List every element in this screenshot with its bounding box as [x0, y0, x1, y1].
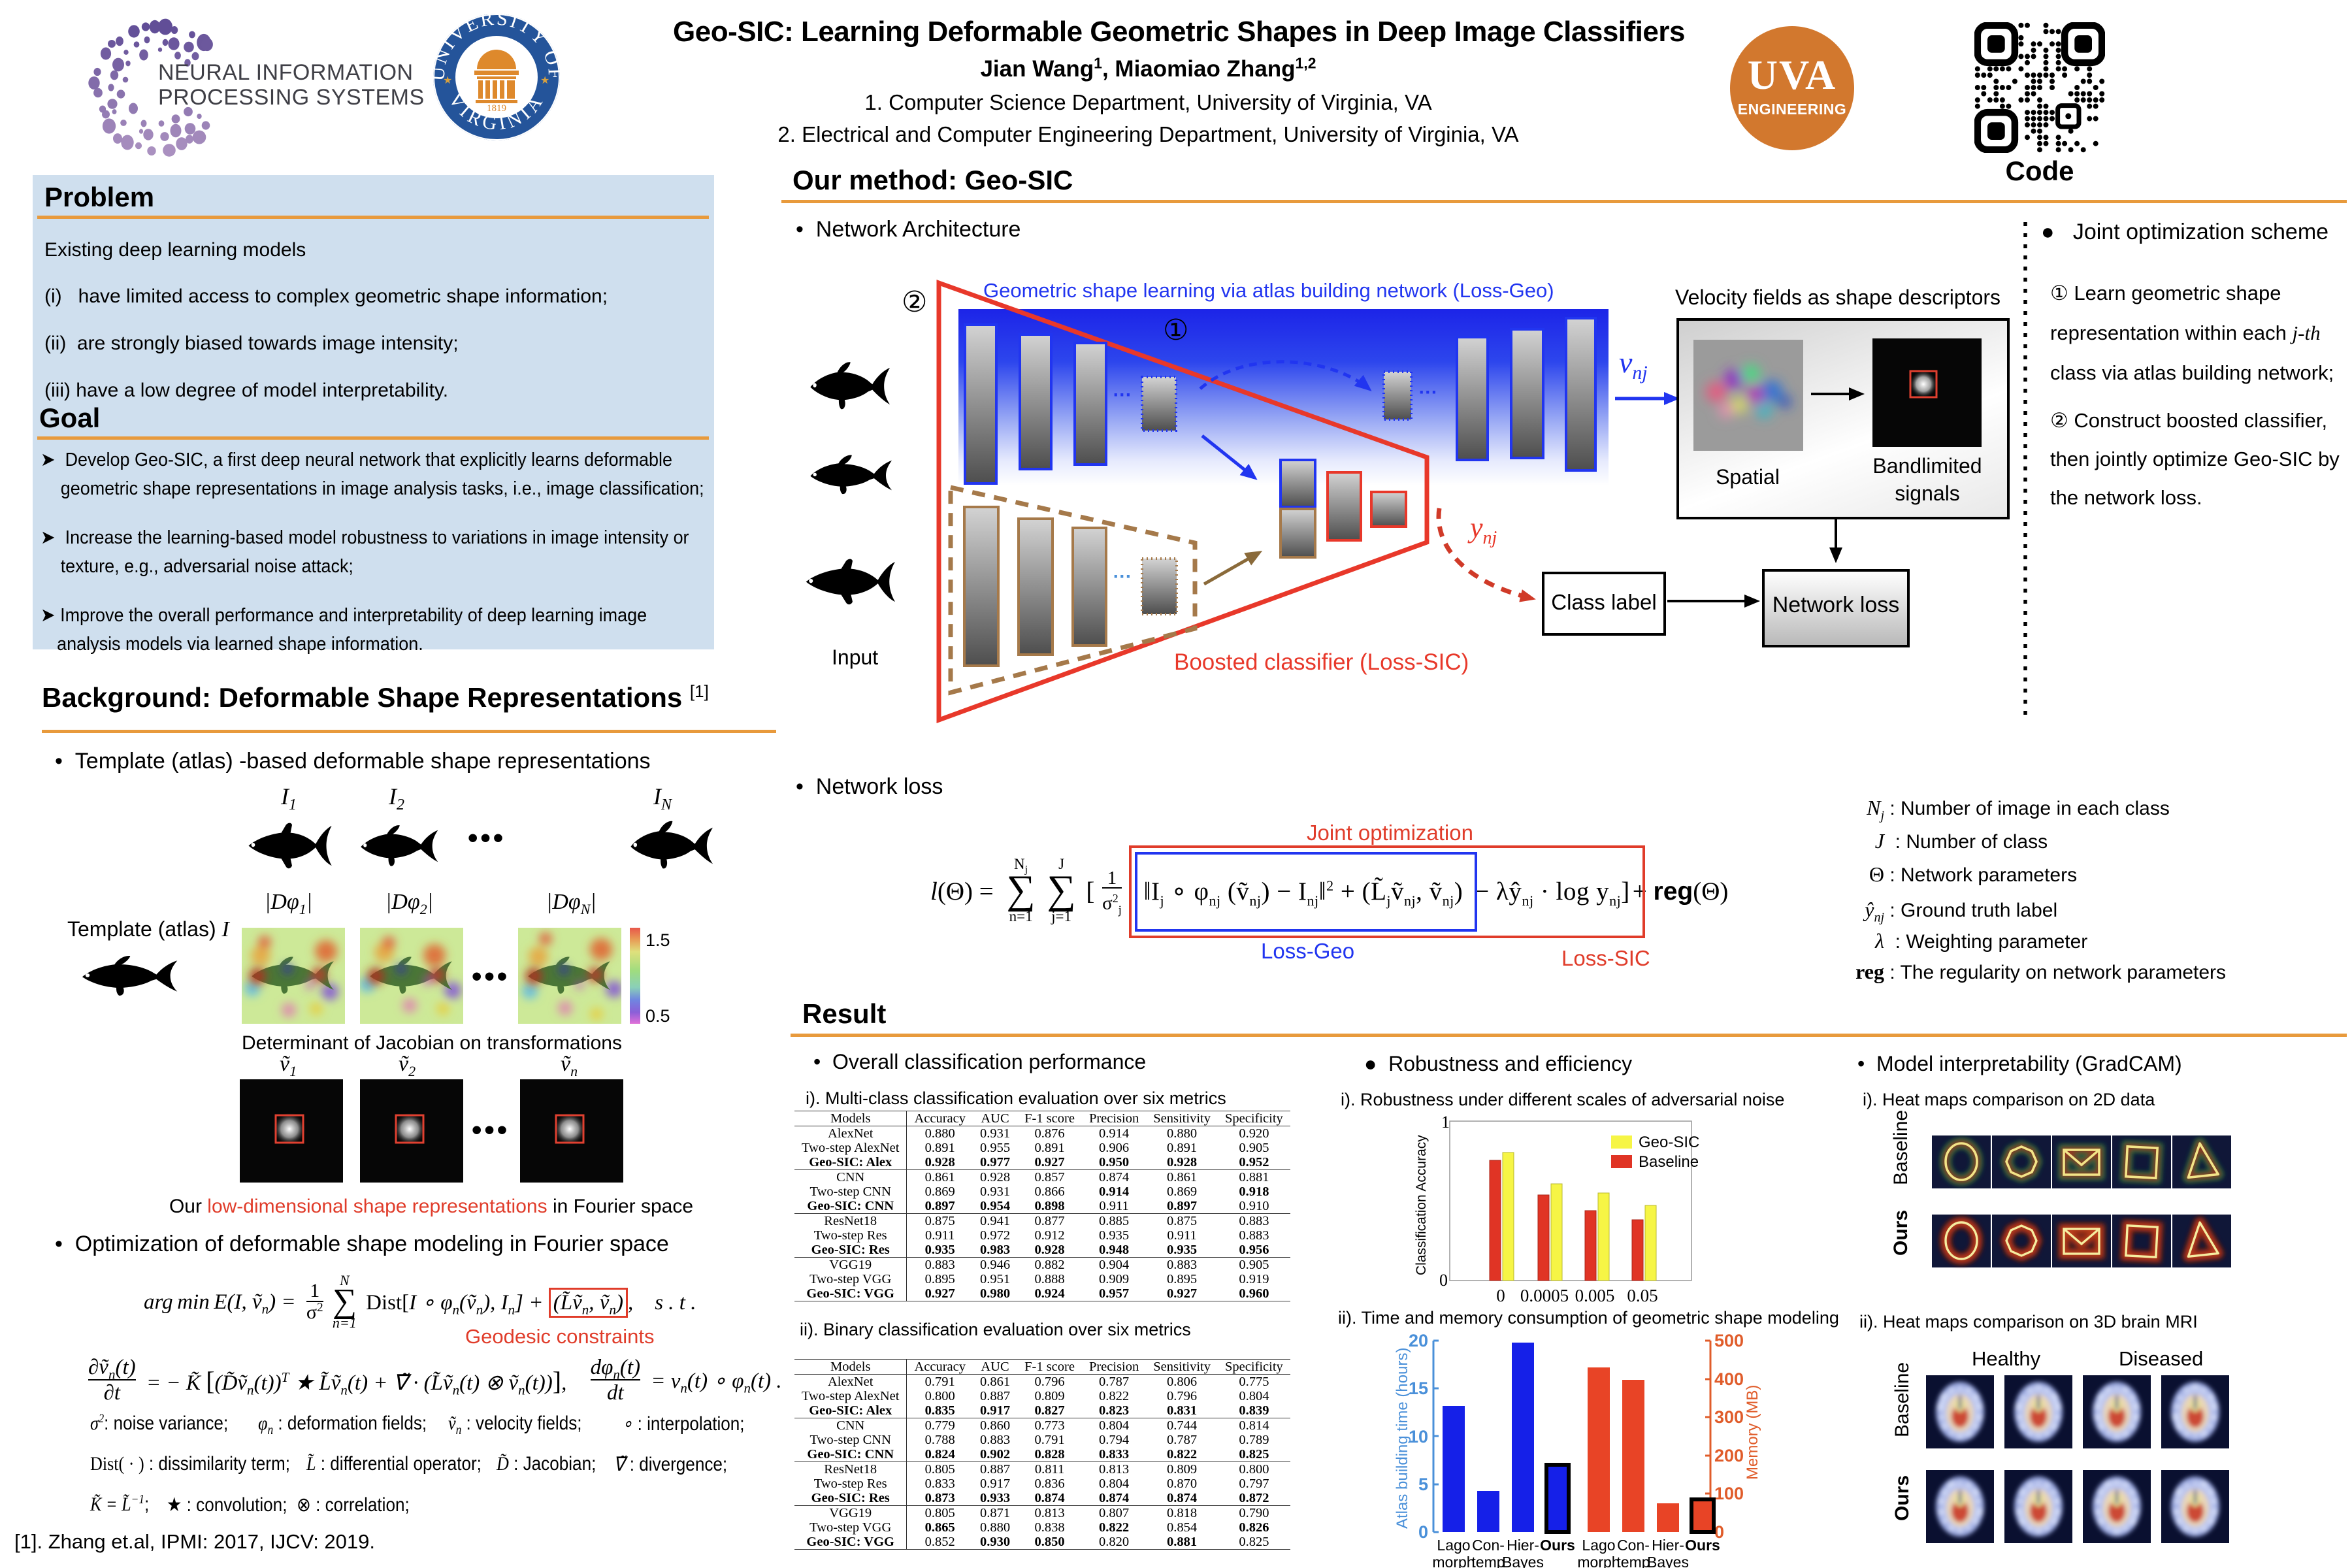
svg-text:Con-: Con- [1617, 1537, 1650, 1554]
svg-text:①: ① [1163, 314, 1188, 346]
svg-text:Geo-SIC: Geo-SIC [1639, 1134, 1699, 1151]
svg-text:Memory (MB): Memory (MB) [1744, 1385, 1761, 1480]
svg-text:0: 0 [1496, 1286, 1505, 1305]
svg-text:⋅⋅⋅: ⋅⋅⋅ [1113, 385, 1132, 406]
svg-text:⋅⋅⋅: ⋅⋅⋅ [1113, 566, 1132, 588]
svg-text:★: ★ [540, 75, 549, 86]
svg-text:1: 1 [1441, 1113, 1450, 1132]
svg-text:Input: Input [832, 645, 878, 669]
svg-text:Hier-: Hier- [1507, 1537, 1539, 1554]
svg-text:Lago: Lago [1582, 1537, 1615, 1554]
svg-text:500: 500 [1714, 1333, 1744, 1350]
svg-text:⋅⋅⋅: ⋅⋅⋅ [1418, 382, 1437, 404]
svg-text:Ours: Ours [1685, 1537, 1720, 1554]
svg-text:Geometric shape learning via a: Geometric shape learning via atlas build… [983, 279, 1554, 302]
svg-text:200: 200 [1714, 1446, 1744, 1465]
svg-text:400: 400 [1714, 1369, 1744, 1389]
svg-text:Hier-: Hier- [1652, 1537, 1684, 1554]
svg-text:Lago: Lago [1437, 1537, 1470, 1554]
svg-text:Classification Accuracy: Classification Accuracy [1414, 1135, 1429, 1275]
svg-text:100: 100 [1714, 1484, 1744, 1503]
svg-text:temp: temp [1471, 1554, 1505, 1568]
svg-text:Boosted classifier (Loss-SIC): Boosted classifier (Loss-SIC) [1174, 649, 1469, 675]
svg-text:300: 300 [1714, 1407, 1744, 1427]
svg-text:Con-: Con- [1472, 1537, 1505, 1554]
svg-text:0: 0 [1439, 1271, 1448, 1290]
svg-text:Bayes: Bayes [1502, 1554, 1544, 1568]
svg-text:②: ② [902, 286, 927, 318]
svg-text:0: 0 [1418, 1522, 1428, 1542]
svg-text:temp: temp [1616, 1554, 1650, 1568]
svg-text:5: 5 [1418, 1475, 1428, 1494]
svg-text:1819: 1819 [487, 103, 506, 114]
svg-text:Bayes: Bayes [1647, 1554, 1689, 1568]
svg-text:15: 15 [1409, 1379, 1428, 1398]
svg-text:0: 0 [1714, 1522, 1724, 1542]
svg-text:0.005: 0.005 [1575, 1286, 1615, 1305]
svg-text:★: ★ [443, 75, 452, 86]
svg-text:20: 20 [1409, 1333, 1428, 1350]
svg-text:morph: morph [1432, 1554, 1475, 1568]
svg-text:10: 10 [1409, 1427, 1428, 1446]
svg-text:0.0005: 0.0005 [1520, 1286, 1569, 1305]
svg-text:Ours: Ours [1540, 1537, 1575, 1554]
svg-text:0.05: 0.05 [1627, 1286, 1658, 1305]
svg-text:morph: morph [1577, 1554, 1620, 1568]
svg-text:Baseline: Baseline [1639, 1153, 1699, 1171]
svg-text:Atlas building time (hours): Atlas building time (hours) [1394, 1348, 1411, 1529]
